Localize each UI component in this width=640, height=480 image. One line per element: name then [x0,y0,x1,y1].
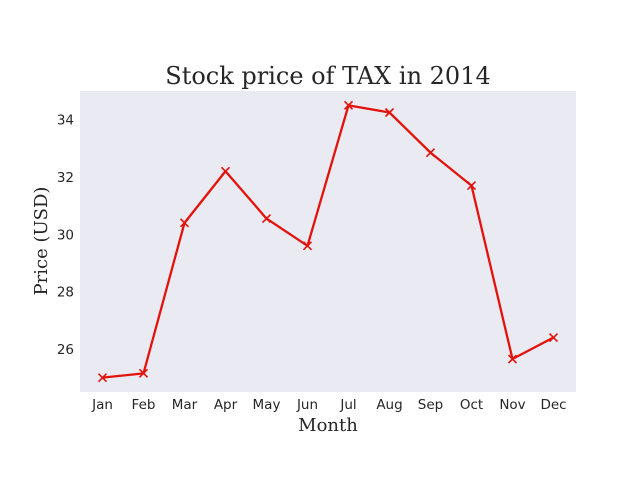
data-point-marker [97,373,108,383]
data-point-marker [343,100,354,110]
x-axis-label: Month [298,415,358,436]
x-tick-label: Aug [376,397,402,413]
x-tick-label: Jan [91,397,113,413]
x-tick-label: Mar [172,397,198,413]
x-tick-label: Apr [214,397,238,413]
series-line [102,104,555,379]
data-point-marker [302,241,313,251]
chart-title: Stock price of TAX in 2014 [165,62,490,90]
y-tick-label: 26 [57,342,74,358]
plot-area [80,91,576,392]
data-point-marker [466,181,477,191]
x-axis-ticks: Jan Feb Mar Apr May Jun Jul Aug Sep Oct Nov Dec [91,397,566,413]
x-tick-label: Jun [296,397,318,413]
y-tick-label: 32 [57,170,74,186]
x-tick-label: Sep [418,397,443,413]
y-axis-label: Price (USD) [31,187,52,296]
x-tick-label: Dec [540,397,566,413]
y-tick-label: 28 [57,285,74,301]
data-point-marker [425,148,436,158]
x-tick-label: Feb [132,397,156,413]
x-tick-label: Oct [460,397,483,413]
x-tick-label: Jul [339,397,356,413]
series-layer [97,100,559,383]
x-tick-label: May [253,397,281,413]
y-tick-label: 30 [57,227,74,243]
data-point-marker [507,354,518,364]
y-tick-label: 34 [57,113,74,129]
data-point-marker [261,214,272,224]
x-tick-label: Nov [499,397,525,413]
y-axis-ticks: 26 28 30 32 34 [57,113,74,358]
data-point-marker [138,368,149,378]
data-point-marker [220,166,231,176]
data-point-marker [179,218,190,228]
data-point-marker [384,107,395,118]
data-point-marker [548,332,559,343]
